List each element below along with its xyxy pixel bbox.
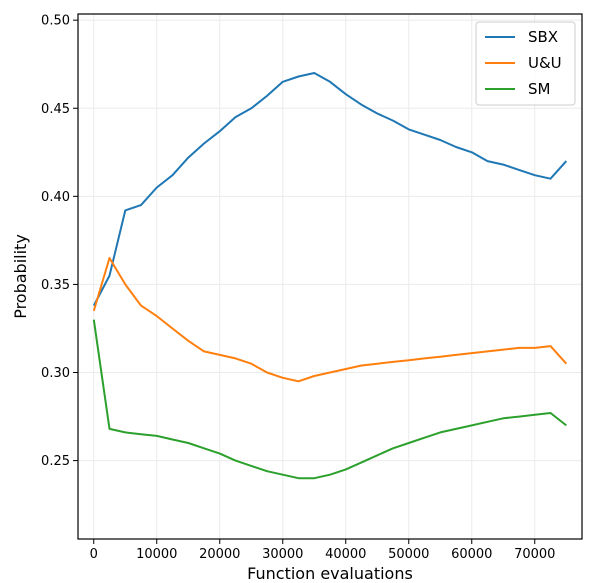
series-line-u-u bbox=[92, 257, 568, 383]
y-tick-label: 0.45 bbox=[41, 102, 70, 117]
x-axis-label: Function evaluations bbox=[247, 564, 413, 583]
y-axis: 0.25 0.30 0.35 0.40 0.45 0.50 bbox=[41, 14, 78, 469]
x-tick-label: 20000 bbox=[199, 547, 240, 562]
x-tick-label: 0 bbox=[90, 547, 98, 562]
x-tick-label: 50000 bbox=[388, 547, 429, 562]
x-axis: 0 10000 20000 30000 40000 50000 60000 70000 bbox=[90, 539, 555, 562]
x-tick-label: 10000 bbox=[136, 547, 177, 562]
y-tick-label: 0.35 bbox=[41, 278, 70, 293]
x-tick-label: 70000 bbox=[514, 547, 555, 562]
legend-label-sm: SM bbox=[528, 80, 550, 98]
y-tick-label: 0.50 bbox=[41, 14, 70, 29]
legend-label-sbx: SBX bbox=[528, 28, 558, 46]
x-tick-label: 30000 bbox=[262, 547, 303, 562]
series-lines bbox=[92, 72, 568, 480]
x-tick-label: 40000 bbox=[325, 547, 366, 562]
series-line-sbx bbox=[92, 72, 568, 307]
y-axis-label: Probability bbox=[11, 234, 30, 319]
y-tick-label: 0.40 bbox=[41, 190, 70, 205]
plot-frame bbox=[77, 13, 583, 540]
legend-label-u-u: U&U bbox=[528, 54, 562, 72]
legend-box bbox=[475, 21, 576, 106]
legend: SBX U&U SM bbox=[475, 21, 576, 106]
y-tick-label: 0.25 bbox=[41, 454, 70, 469]
y-tick-label: 0.30 bbox=[41, 366, 70, 381]
grid-lines bbox=[78, 14, 582, 539]
series-line-sm bbox=[92, 319, 567, 480]
x-tick-label: 60000 bbox=[451, 547, 492, 562]
